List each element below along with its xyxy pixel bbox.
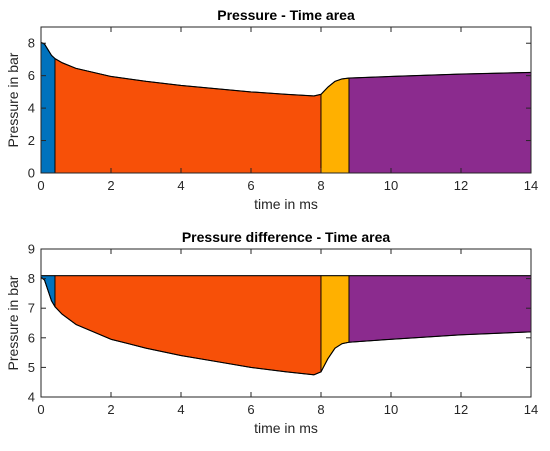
chart-2: 0 2 4 6 8 10 12 14 4 5 6 7 8 9 Pressure difference - T…	[5, 229, 538, 436]
y-tick-label: 4	[28, 101, 35, 116]
x-tick-label: 4	[177, 178, 184, 193]
y-tick-label: 6	[28, 68, 35, 83]
area-segment-3	[320, 77, 350, 174]
y-tick-label: 5	[28, 360, 35, 375]
area-segment-4	[348, 275, 532, 343]
pressure-curve	[40, 41, 532, 97]
y-tick-label: 2	[28, 133, 35, 148]
x-tick-label: 6	[247, 402, 254, 417]
area-segment-4	[348, 71, 532, 174]
x-tick-label: 4	[177, 402, 184, 417]
x-tick-label: 2	[107, 178, 114, 193]
x-tick-label: 8	[317, 402, 324, 417]
chart-title: Pressure difference - Time area	[182, 229, 391, 245]
y-axis-label: Pressure in bar	[5, 52, 21, 147]
y-tick-label: 9	[28, 242, 35, 257]
x-tick-label: 12	[454, 178, 468, 193]
chart-title: Pressure - Time area	[217, 7, 355, 23]
pressure-curve	[40, 276, 532, 376]
x-tick-label: 14	[524, 178, 538, 193]
x-axis-label: time in ms	[254, 196, 318, 212]
x-tick-label: 8	[317, 178, 324, 193]
x-tick-label: 12	[454, 402, 468, 417]
x-axis-label: time in ms	[254, 420, 318, 436]
y-tick-label: 8	[28, 36, 35, 51]
axes-box	[40, 26, 532, 174]
y-tick-label: 8	[28, 271, 35, 286]
x-tick-label: 14	[524, 402, 538, 417]
x-tick-label: 6	[247, 178, 254, 193]
x-tick-label: 10	[384, 402, 398, 417]
y-tick-label: 0	[28, 166, 35, 181]
y-tick-label: 6	[28, 330, 35, 345]
x-tick-label: 2	[107, 402, 114, 417]
y-tick-label: 7	[28, 301, 35, 316]
chart-1: 0 2 4 6 8 10 12 14 0 2 4 6 8 Pressure - Time area time…	[5, 7, 538, 212]
axes-box	[40, 248, 532, 398]
x-tick-label: 0	[37, 178, 44, 193]
y-axis-label: Pressure in bar	[5, 275, 21, 370]
y-tick-label: 4	[28, 390, 35, 405]
x-tick-label: 0	[37, 402, 44, 417]
x-tick-label: 10	[384, 178, 398, 193]
